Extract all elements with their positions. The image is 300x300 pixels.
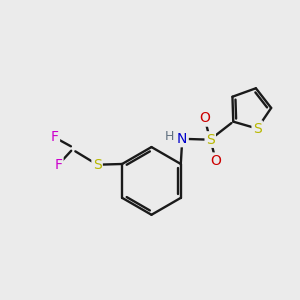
Text: N: N [177,132,188,146]
Text: F: F [54,158,62,172]
Text: S: S [253,122,262,136]
Text: S: S [206,133,214,146]
Text: O: O [210,154,221,168]
Text: F: F [51,130,59,144]
Text: H: H [165,130,175,143]
Text: O: O [200,111,210,125]
Text: S: S [93,158,101,172]
